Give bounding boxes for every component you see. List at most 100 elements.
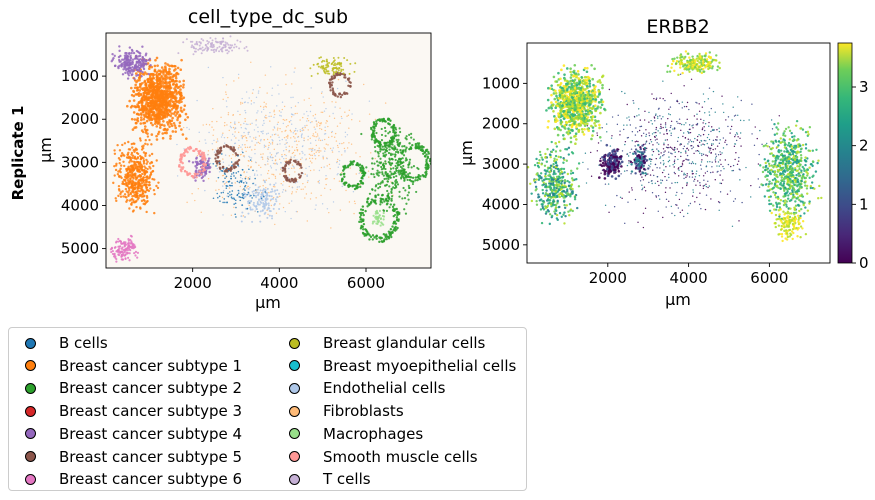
expr-point bbox=[709, 171, 712, 174]
cell-point bbox=[232, 173, 235, 175]
cell-point bbox=[125, 169, 128, 173]
cell-point bbox=[181, 161, 184, 165]
cell-point bbox=[402, 154, 406, 157]
cell-point bbox=[290, 119, 292, 122]
cell-point bbox=[140, 97, 144, 101]
cell-point bbox=[368, 100, 371, 102]
cell-point bbox=[315, 139, 317, 142]
expr-point bbox=[737, 96, 739, 98]
cell-point bbox=[139, 163, 142, 166]
cell-point bbox=[163, 115, 166, 118]
cell-point bbox=[344, 76, 347, 79]
cell-point bbox=[125, 247, 128, 250]
cell-point bbox=[206, 48, 209, 51]
expr-point bbox=[658, 150, 660, 153]
cell-point bbox=[151, 113, 155, 117]
left-xtick-label: 2000 bbox=[174, 274, 212, 292]
cell-point bbox=[129, 238, 132, 242]
cell-point bbox=[364, 209, 367, 213]
expr-point bbox=[663, 133, 665, 135]
cell-point bbox=[302, 116, 304, 119]
cell-point bbox=[293, 130, 296, 132]
cell-point bbox=[257, 131, 259, 133]
cell-point bbox=[338, 150, 340, 153]
cell-point bbox=[332, 57, 335, 60]
cell-point bbox=[338, 71, 341, 74]
cell-point bbox=[132, 247, 135, 250]
cell-point bbox=[281, 154, 283, 156]
expr-point bbox=[707, 133, 710, 136]
cell-point bbox=[136, 103, 139, 106]
cell-point bbox=[270, 198, 273, 201]
cell-point bbox=[148, 154, 151, 157]
expr-point bbox=[674, 172, 676, 175]
expr-point bbox=[677, 122, 679, 125]
cell-point bbox=[227, 96, 229, 99]
cell-point bbox=[233, 142, 236, 145]
cell-point bbox=[164, 86, 168, 89]
cell-point bbox=[390, 181, 392, 183]
cell-point bbox=[328, 163, 331, 166]
cell-point bbox=[142, 87, 145, 90]
cell-point bbox=[290, 137, 292, 139]
cell-point bbox=[320, 92, 323, 95]
expr-point bbox=[640, 135, 643, 137]
expr-point bbox=[688, 162, 691, 164]
cell-point bbox=[392, 173, 395, 176]
cell-point bbox=[135, 205, 138, 209]
cell-point bbox=[348, 80, 351, 84]
cell-point bbox=[309, 67, 312, 70]
cell-point bbox=[279, 195, 281, 198]
cell-point bbox=[330, 84, 334, 87]
cell-point bbox=[294, 154, 296, 157]
cell-point bbox=[384, 130, 387, 133]
cell-point bbox=[306, 124, 308, 127]
cell-point bbox=[384, 235, 388, 239]
cell-point bbox=[176, 66, 180, 70]
cell-point bbox=[379, 203, 382, 206]
cell-point bbox=[249, 186, 251, 189]
expr-point bbox=[686, 175, 688, 177]
cell-point bbox=[265, 103, 267, 105]
expr-point bbox=[597, 142, 600, 144]
cell-point bbox=[250, 100, 253, 102]
expr-point bbox=[686, 147, 688, 150]
cell-point bbox=[248, 204, 250, 207]
cell-point bbox=[334, 106, 336, 108]
cell-point bbox=[206, 42, 209, 45]
cell-point bbox=[325, 143, 327, 145]
expr-point bbox=[657, 117, 659, 119]
cell-point bbox=[215, 154, 218, 157]
cell-point bbox=[218, 161, 221, 164]
cell-point bbox=[284, 163, 288, 167]
cell-point bbox=[370, 162, 374, 165]
expr-point bbox=[703, 129, 706, 132]
cell-point bbox=[136, 170, 140, 173]
cell-point bbox=[407, 198, 410, 201]
cell-point bbox=[310, 154, 312, 156]
cell-point bbox=[139, 93, 143, 97]
cell-point bbox=[332, 77, 336, 80]
cell-point bbox=[138, 187, 141, 190]
cell-point bbox=[333, 117, 336, 120]
cell-point bbox=[280, 115, 282, 117]
cell-point bbox=[186, 201, 188, 204]
cell-point bbox=[131, 154, 135, 157]
cell-point bbox=[273, 202, 276, 205]
cell-point bbox=[127, 58, 130, 61]
cell-point bbox=[146, 88, 150, 91]
expr-point bbox=[739, 137, 741, 139]
cell-point bbox=[224, 43, 227, 46]
cell-point bbox=[257, 92, 260, 94]
expr-point bbox=[705, 140, 707, 142]
cell-point bbox=[386, 180, 389, 183]
expr-point bbox=[756, 137, 758, 140]
cell-point bbox=[251, 190, 254, 193]
cell-point bbox=[343, 56, 346, 59]
cell-point bbox=[242, 155, 245, 157]
cell-point bbox=[211, 120, 213, 123]
cell-point bbox=[125, 199, 129, 202]
cell-point bbox=[259, 185, 261, 188]
expr-point bbox=[662, 159, 665, 162]
cell-point bbox=[395, 178, 398, 182]
